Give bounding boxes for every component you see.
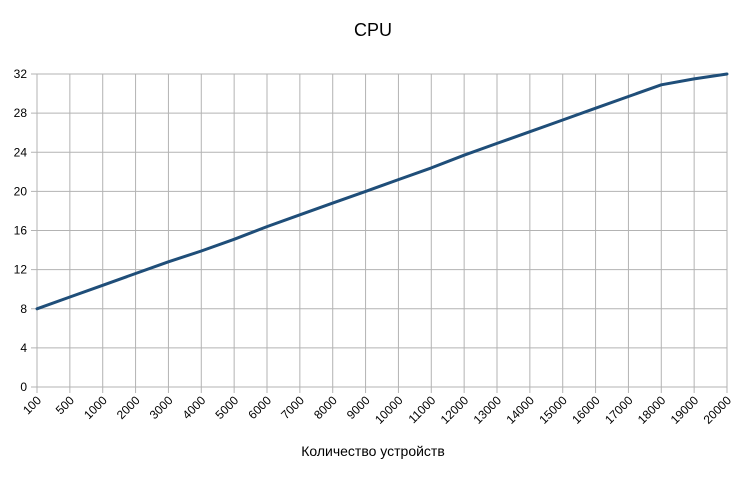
- series-line-0: [35, 72, 729, 311]
- x-tick-label: 9000: [344, 393, 373, 422]
- x-axis-label: Количество устройств: [301, 443, 445, 459]
- x-tick-label: 6000: [245, 393, 274, 422]
- y-tick-label: 32: [14, 67, 28, 81]
- x-tick-label: 17000: [602, 393, 636, 427]
- y-tick-label: 4: [20, 341, 27, 355]
- x-tick-label: 7000: [278, 393, 307, 422]
- x-tick-label: 4000: [180, 393, 209, 422]
- chart-title: CPU: [354, 20, 392, 40]
- x-tick-label: 20000: [701, 393, 735, 427]
- x-tick-label: 19000: [668, 393, 702, 427]
- x-tick-label: 13000: [471, 393, 505, 427]
- x-tick-label: 3000: [147, 393, 176, 422]
- x-tick-label: 2000: [114, 393, 143, 422]
- x-tick-label: 10000: [372, 393, 406, 427]
- y-tick-label: 12: [14, 263, 28, 277]
- x-tick-label: 18000: [635, 393, 669, 427]
- x-tick-label: 15000: [536, 393, 570, 427]
- x-tick-label: 1000: [81, 393, 110, 422]
- y-tick-label: 16: [14, 224, 28, 238]
- series-lines: [35, 72, 729, 311]
- y-tick-label: 24: [14, 145, 28, 159]
- x-tick-label: 12000: [438, 393, 472, 427]
- y-axis-ticks: 0 4 8 12 16 20 24 28 32: [14, 67, 28, 394]
- x-tick-label: 500: [53, 393, 77, 417]
- y-tick-label: 28: [14, 106, 28, 120]
- y-tick-label: 8: [20, 302, 27, 316]
- x-tick-label: 11000: [406, 393, 439, 426]
- x-tick-label: 16000: [569, 393, 603, 427]
- x-tick-label: 8000: [311, 393, 340, 422]
- y-tick-label: 0: [20, 380, 27, 394]
- x-tick-label: 14000: [503, 393, 537, 427]
- x-tick-label: 5000: [212, 393, 241, 422]
- grid-lines: [31, 73, 728, 393]
- y-tick-label: 20: [14, 184, 28, 198]
- x-axis-ticks: 100 500 1000 2000 3000 4000 5000 6000 7000 8000 90…: [20, 393, 734, 427]
- x-tick-label: 100: [20, 393, 44, 417]
